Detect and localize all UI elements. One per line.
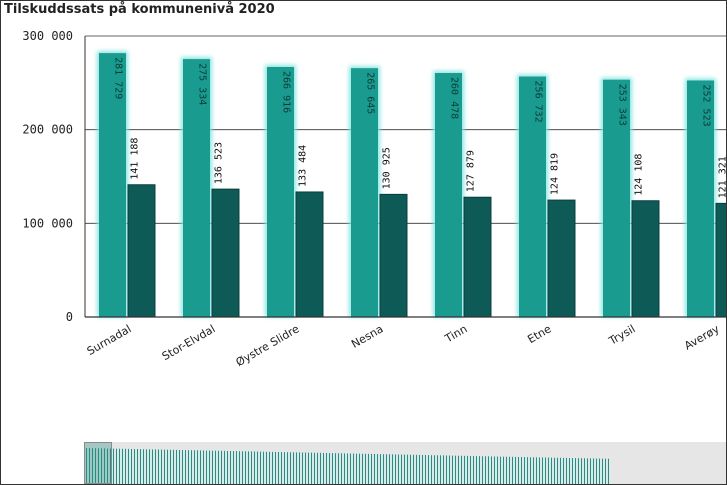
data-label-series1: 253 343 [617,84,628,126]
bar-chart: 0 100 000 200 000 300 000 281 729 141 188 275… [22,29,727,369]
data-label-series1: 275 334 [197,63,208,105]
y-tick-label: 0 [66,310,73,324]
chart-title: Tilskuddssats på kommunenivå 2020 [4,2,275,17]
data-label-series1: 252 523 [701,84,712,126]
data-label-series2: 124 819 [550,153,561,195]
bar-series1 [687,80,714,317]
y-tick-label: 300 000 [22,29,73,43]
bar-series2 [295,191,324,318]
data-label-series2: 124 108 [634,154,645,196]
bar-series1 [435,73,462,317]
bar-series1 [351,68,378,317]
category-label: Etne [525,322,553,346]
category-label: Nesna [349,322,385,350]
category-label: Øystre Slidre [234,322,302,369]
bar-series2 [463,196,492,318]
bar-series2 [715,202,726,318]
data-label-series1: 256 732 [533,81,544,123]
category-label: Trysil [606,322,638,348]
bar-series2 [631,200,660,318]
data-label-series2: 130 925 [382,147,393,189]
data-label-series2: 141 188 [130,138,141,180]
bar-series1 [183,59,210,317]
category-label: Stor-Elvdal [160,322,218,363]
data-label-series2: 121 321 [718,156,727,198]
bar-series1 [603,79,630,317]
data-label-series1: 281 729 [113,57,124,99]
data-label-series2: 133 484 [298,145,309,187]
scrollbar-thumb[interactable] [84,442,112,484]
bar-series1 [519,76,546,317]
data-label-series2: 127 879 [466,150,477,192]
axes [84,36,726,318]
bars: 281 729 141 188 275 334 136 523 266 916 133 4… [97,51,727,318]
category-label: Tinn [442,322,470,345]
data-label-series1: 265 645 [365,72,376,114]
data-label-series1: 260 478 [449,77,460,119]
category-labels: Surnadal Stor-Elvdal Øystre Slidre Nesna Tin… [85,322,722,369]
bar-series2 [379,193,408,318]
bar-series2 [127,184,156,318]
data-label-series1: 266 916 [281,71,292,113]
bar-series2 [211,188,240,318]
bar-series1 [99,53,126,318]
category-label: Surnadal [85,322,134,358]
bar-series2 [547,199,576,318]
y-tick-label: 200 000 [22,123,73,137]
bar-series1 [267,66,294,317]
category-label: Averøy [682,322,722,352]
y-tick-label: 100 000 [22,216,73,230]
y-axis-ticks: 0 100 000 200 000 300 000 [22,29,73,324]
data-label-series2: 136 523 [214,142,225,184]
